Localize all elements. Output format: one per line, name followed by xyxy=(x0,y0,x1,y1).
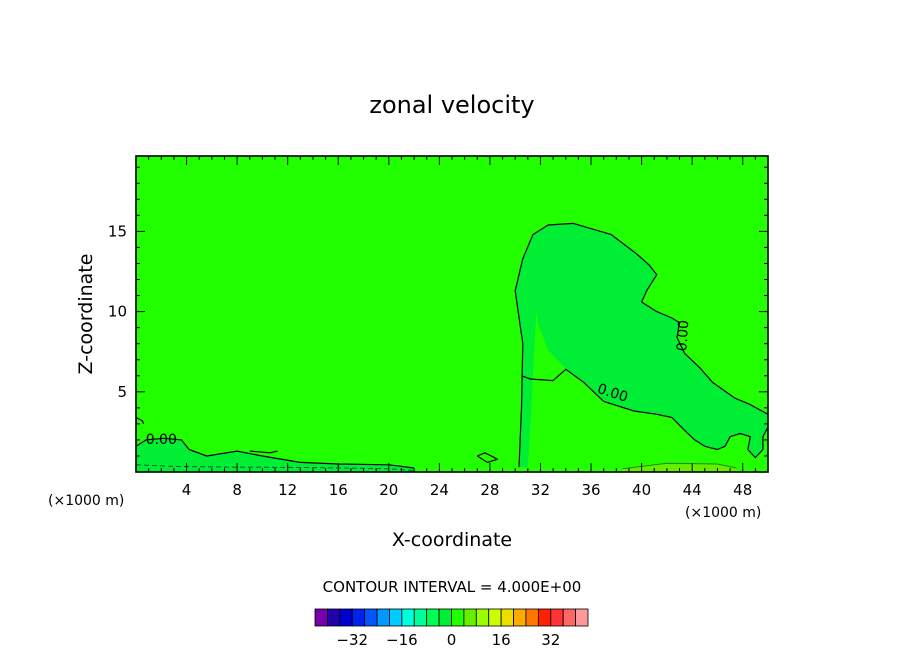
colorbar-tick-label: 0 xyxy=(447,631,457,649)
chart-title: zonal velocity xyxy=(369,91,534,119)
colorbar-tick-label: 16 xyxy=(492,631,511,649)
x-tick-label: 48 xyxy=(733,481,752,499)
colorbar-swatch xyxy=(438,608,452,627)
colorbar-swatch xyxy=(500,608,514,627)
contour-label-3: 0.00 xyxy=(674,320,692,352)
x-tick-label: 20 xyxy=(379,481,398,499)
contour-interval-text: CONTOUR INTERVAL = 4.000E+00 xyxy=(323,578,582,596)
x-axis-label: X-coordinate xyxy=(392,529,512,551)
contour-label-1: 0.00 xyxy=(146,432,177,448)
contour-line-5 xyxy=(476,452,499,463)
x-axis-unit: (×1000 m) xyxy=(685,505,761,521)
x-tick-label: 12 xyxy=(278,481,297,499)
colorbar-swatch xyxy=(339,608,353,627)
negative-region xyxy=(515,223,768,468)
plot-background xyxy=(136,156,768,472)
contour-line-1 xyxy=(514,222,769,468)
x-tick-label: 16 xyxy=(329,481,348,499)
colorbar-swatch xyxy=(413,608,428,627)
x-tick-label: 44 xyxy=(683,481,702,499)
colorbar-swatch xyxy=(463,608,477,627)
colorbar-swatch xyxy=(537,608,552,627)
contour-labels: 0.000.000.00 xyxy=(146,320,693,448)
colorbar-swatch xyxy=(451,608,465,627)
x-tick-label: 24 xyxy=(430,481,449,499)
colorbar-swatch xyxy=(488,608,502,627)
contour-line-2 xyxy=(603,400,769,459)
colorbar: −32 −16 0 16 32 xyxy=(314,608,589,649)
y-axis-unit: (×1000 m) xyxy=(48,493,124,509)
contour-line-4 xyxy=(135,437,415,469)
x-tick-label: 40 xyxy=(632,481,651,499)
contour-line-3 xyxy=(521,368,605,402)
x-tick-label: 36 xyxy=(581,481,600,499)
colorbar-swatch xyxy=(351,608,366,627)
x-tick-label: 8 xyxy=(232,481,242,499)
colorbar-swatch xyxy=(475,608,490,627)
colorbar-swatch xyxy=(376,608,390,627)
x-tick-label: 4 xyxy=(182,481,192,499)
colorbar-swatch xyxy=(575,608,589,627)
colorbar-tick-label: 32 xyxy=(541,631,560,649)
y-axis-label: Z-coordinate xyxy=(75,254,97,375)
y-tick-label: 15 xyxy=(108,222,127,240)
contour-line-7 xyxy=(135,416,145,425)
colorbar-swatch xyxy=(562,608,576,627)
contour-line-6 xyxy=(249,450,278,454)
y-tick-label: 5 xyxy=(117,383,127,401)
colorbar-swatch xyxy=(550,608,564,627)
colorbar-swatch xyxy=(401,608,415,627)
colorbar-tick-label: −16 xyxy=(386,631,418,649)
colorbar-swatch xyxy=(426,608,440,627)
colorbar-swatch xyxy=(389,608,403,627)
bottom-left-negative-band xyxy=(136,438,415,472)
y-tick-label: 10 xyxy=(108,303,127,321)
colorbar-tick-label: −32 xyxy=(336,631,368,649)
x-tick-label: 32 xyxy=(531,481,550,499)
colorbar-swatch xyxy=(327,608,341,627)
colorbar-swatch xyxy=(525,608,539,627)
x-tick-label: 28 xyxy=(480,481,499,499)
colorbar-swatch xyxy=(314,608,328,627)
colorbar-swatch xyxy=(364,608,378,627)
dashed-contour-line xyxy=(135,464,415,471)
colorbar-swatch xyxy=(513,608,527,627)
